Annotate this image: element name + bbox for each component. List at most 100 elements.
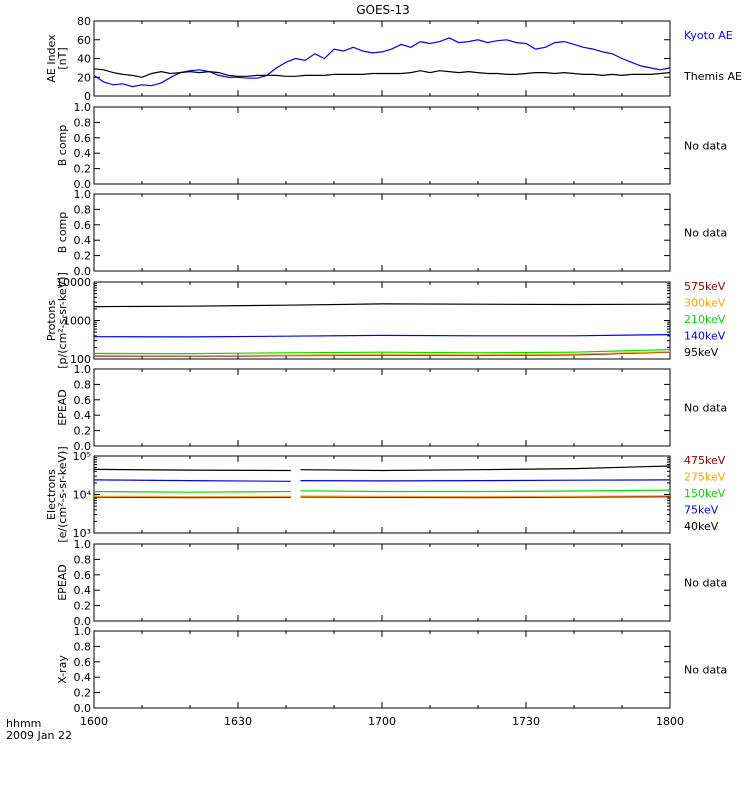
series-line-40kev [300, 465, 671, 472]
plot-frame [93, 630, 671, 709]
y-tick-label: 0.0 [74, 615, 92, 628]
y-tick-label: 40 [77, 53, 91, 66]
x-tick-label: 1700 [368, 715, 396, 728]
series-line-210kev [93, 349, 671, 355]
series-line-275kev [300, 495, 671, 498]
x-tick-label: 1630 [224, 715, 252, 728]
y-tick-label: 0.2 [74, 250, 92, 263]
y-tick-label: 1000 [63, 315, 91, 328]
legend-entry: 40keV [684, 520, 719, 533]
no-data-label: No data [684, 140, 727, 153]
legend-entry: 275keV [684, 471, 726, 484]
y-tick-label: 0.6 [74, 569, 92, 582]
no-data-label: No data [684, 402, 727, 415]
series-line-95kev [93, 303, 671, 308]
plot-frame [93, 281, 671, 360]
y-tick-label: 0.0 [74, 265, 92, 278]
x-tick-label: 1730 [512, 715, 540, 728]
y-tick-label: 10⁵ [73, 450, 91, 463]
y-tick-label: 1.0 [74, 188, 92, 201]
y-axis-label: B comp [56, 212, 69, 254]
plot-frame [93, 193, 671, 272]
panel-stack: 0 20 40 60 80 AE Index[nT] Kyoto AE Themis AE 0.… [45, 15, 742, 728]
y-axis-label: X-ray [56, 655, 69, 684]
y-tick-label: 1.0 [74, 363, 92, 376]
plot-frame [93, 368, 671, 447]
footer-date: 2009 Jan 22 [6, 729, 72, 742]
y-tick-label: 0.0 [74, 440, 92, 453]
y-tick-label: 0.0 [74, 702, 92, 715]
y-tick-label: 0.4 [74, 234, 92, 247]
legend-entry: 210keV [684, 313, 726, 326]
panel-7: 0.0 0.2 0.4 0.6 0.8 1.0 EPEAD No data [56, 538, 727, 628]
series-line-themis-ae [93, 68, 671, 78]
plot-frame [93, 106, 671, 185]
y-tick-label: 80 [77, 15, 91, 28]
legend-entry: 150keV [684, 487, 726, 500]
panel-1: 0 20 40 60 80 AE Index[nT] Kyoto AE Themis AE [45, 15, 742, 103]
plot-frame [93, 543, 671, 622]
y-tick-label: 0.4 [74, 671, 92, 684]
y-tick-label: 1.0 [74, 538, 92, 551]
legend-entry: 95keV [684, 346, 719, 359]
y-tick-label: 10⁴ [73, 489, 92, 502]
y-axis-label: AE Index [45, 34, 58, 83]
panel-4: 100 1000 10000 Protons[p/(cm²-s-sr-keV)] 575… [45, 272, 726, 369]
y-tick-label: 0.8 [74, 116, 92, 129]
y-tick-label: 0.2 [74, 163, 92, 176]
y-axis-label: EPEAD [56, 389, 69, 426]
x-tick-label: 1600 [80, 715, 108, 728]
y-axis-label: Electrons [45, 469, 58, 520]
panel-6: 10³ 10⁴ 10⁵ Electrons[e/(cm²-s-sr-keV)] 475k… [45, 446, 726, 542]
y-tick-label: 0.8 [74, 640, 92, 653]
y-tick-label: 0.2 [74, 425, 92, 438]
series-line-475kev [300, 496, 671, 499]
panel-8: 0.0 0.2 0.4 0.6 0.8 1.0 X-ray No data [56, 625, 727, 715]
y-tick-label: 0.2 [74, 600, 92, 613]
y-tick-label: 0.8 [74, 553, 92, 566]
y-tick-label: 0.4 [74, 409, 92, 422]
legend-entry: 575keV [684, 280, 726, 293]
footer-hhmm: hhmm [6, 717, 41, 730]
y-axis-label: [p/(cm²-s-sr-keV)] [56, 272, 69, 369]
panel-2: 0.0 0.2 0.4 0.6 0.8 1.0 B comp No data [56, 101, 727, 191]
x-tick-label: 1800 [656, 715, 684, 728]
y-tick-label: 10000 [56, 276, 91, 289]
y-tick-label: 0.0 [74, 178, 92, 191]
y-tick-label: 0.6 [74, 132, 92, 145]
legend-entry: 300keV [684, 297, 726, 310]
y-tick-label: 0 [84, 90, 91, 103]
panel-3: 0.0 0.2 0.4 0.6 0.8 1.0 B comp No data [56, 188, 727, 278]
y-tick-label: 0.6 [74, 219, 92, 232]
no-data-label: No data [684, 227, 727, 240]
plot-frame [93, 20, 671, 97]
y-tick-label: 0.6 [74, 656, 92, 669]
y-axis-label: EPEAD [56, 564, 69, 601]
y-tick-label: 10³ [73, 527, 91, 540]
y-axis-label: [nT] [56, 47, 69, 69]
no-data-label: No data [684, 664, 727, 677]
legend-entry: Themis AE [683, 70, 742, 83]
y-tick-label: 0.8 [74, 203, 92, 216]
panel-5: 0.0 0.2 0.4 0.6 0.8 1.0 EPEAD No data [56, 363, 727, 453]
legend-entry: Kyoto AE [684, 29, 733, 42]
series-line-150kev [93, 490, 291, 493]
series-line-300kev [93, 351, 671, 357]
y-tick-label: 0.8 [74, 378, 92, 391]
series-line-40kev [93, 468, 291, 472]
legend-entry: 140keV [684, 330, 726, 343]
series-line-150kev [300, 489, 671, 493]
y-tick-label: 20 [77, 71, 91, 84]
figure-title: GOES-13 [356, 3, 410, 17]
y-axis-label: [e/(cm²-s-sr-keV)] [56, 446, 69, 542]
y-tick-label: 0.2 [74, 687, 92, 700]
legend-entry: 475keV [684, 454, 726, 467]
series-line-kyoto-ae [93, 37, 671, 88]
series-line-140kev [93, 334, 671, 338]
legend-entry: 75keV [684, 504, 719, 517]
series-line-75kev [93, 479, 291, 482]
y-tick-label: 0.6 [74, 394, 92, 407]
plot-frame [93, 455, 671, 534]
y-axis-label: B comp [56, 125, 69, 167]
